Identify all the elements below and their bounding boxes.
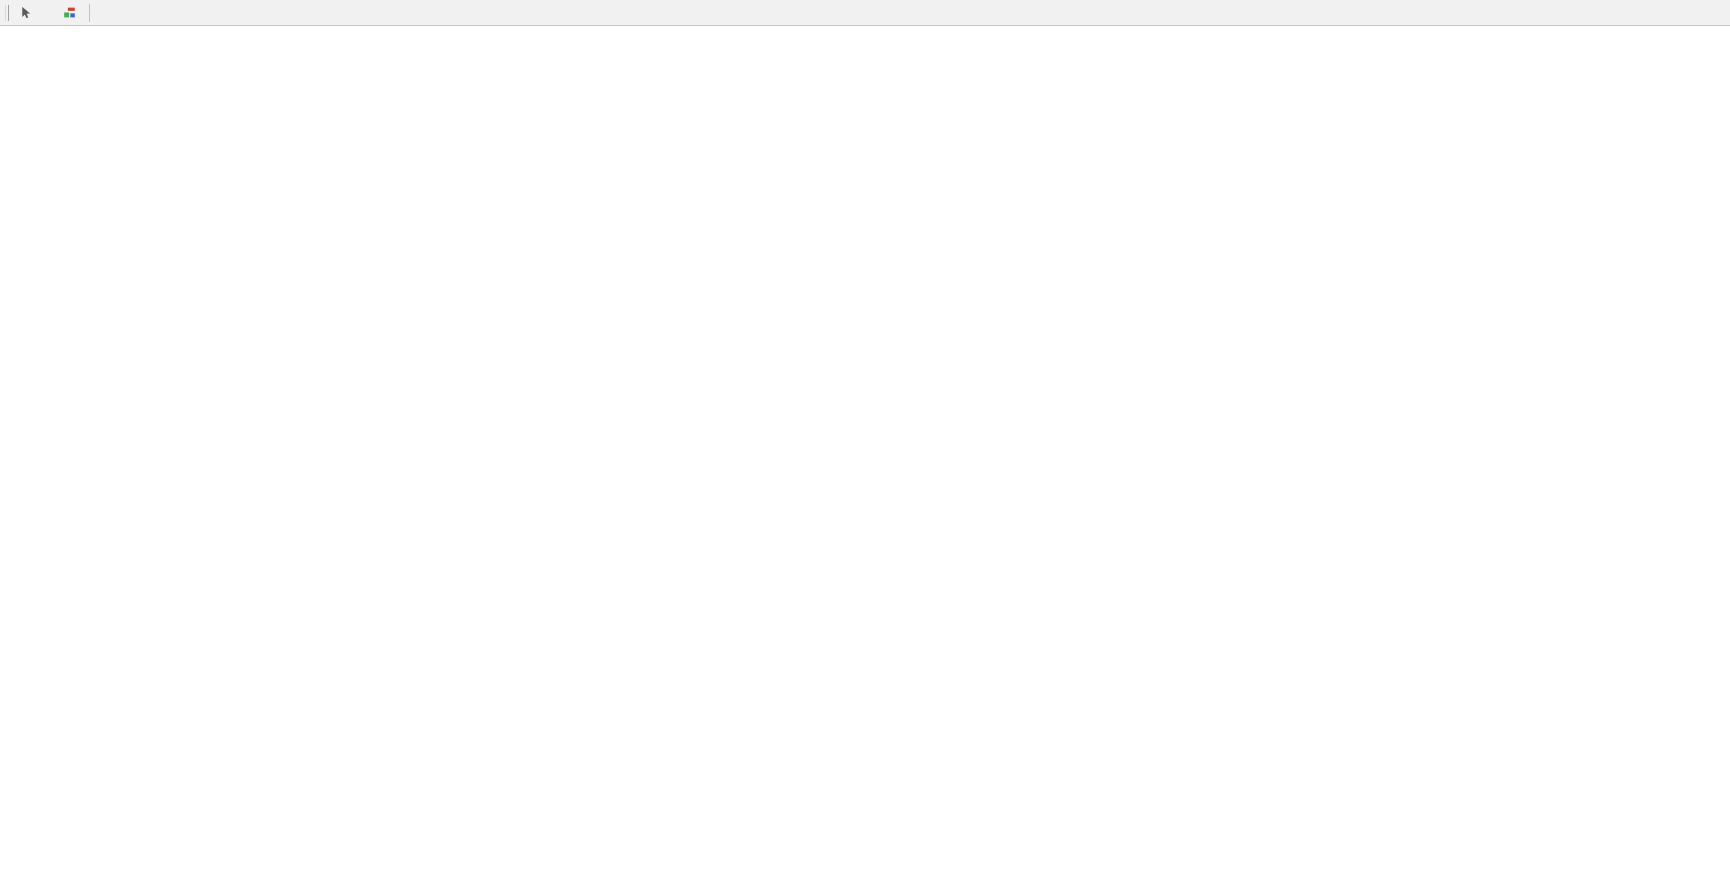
timeframe-button-m1[interactable] bbox=[98, 3, 119, 23]
timeframe-button-h4[interactable] bbox=[218, 3, 239, 23]
chart-window bbox=[0, 26, 1730, 896]
text-tool-button[interactable] bbox=[37, 3, 58, 23]
toolbar bbox=[0, 0, 1730, 26]
draw-objects-icon bbox=[64, 7, 75, 18]
timeframe-button-h1[interactable] bbox=[194, 3, 215, 23]
chart-canvas[interactable] bbox=[0, 26, 1730, 896]
objects-dropdown-button[interactable] bbox=[59, 3, 82, 23]
cursor-icon bbox=[22, 6, 31, 19]
toolbar-divider bbox=[89, 3, 90, 22]
timeframe-button-m15[interactable] bbox=[146, 3, 167, 23]
toolbar-grip[interactable] bbox=[5, 4, 9, 21]
cursor-tool-button[interactable] bbox=[15, 3, 36, 23]
timeframe-button-mn[interactable] bbox=[290, 3, 311, 23]
timeframe-button-m5[interactable] bbox=[122, 3, 143, 23]
timeframe-button-d1[interactable] bbox=[242, 3, 263, 23]
timeframe-button-m30[interactable] bbox=[170, 3, 191, 23]
timeframe-button-w1[interactable] bbox=[266, 3, 287, 23]
